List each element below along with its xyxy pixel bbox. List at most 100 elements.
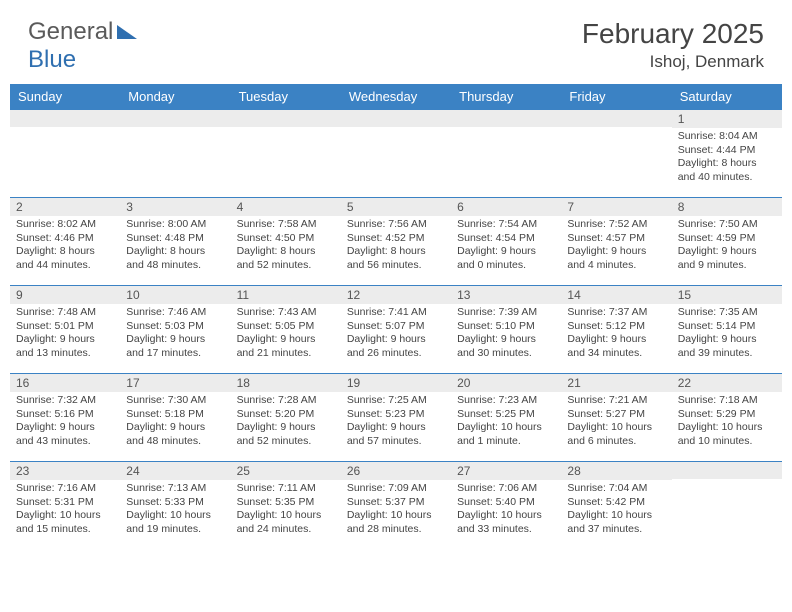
calendar-cell: 25Sunrise: 7:11 AMSunset: 5:35 PMDayligh… — [231, 462, 341, 550]
calendar-week-row: 9Sunrise: 7:48 AMSunset: 5:01 PMDaylight… — [10, 286, 782, 374]
brand-part2: Blue — [28, 46, 76, 74]
day-number: 19 — [341, 374, 451, 392]
calendar-cell: 10Sunrise: 7:46 AMSunset: 5:03 PMDayligh… — [120, 286, 230, 374]
day-details: Sunrise: 7:41 AMSunset: 5:07 PMDaylight:… — [341, 304, 451, 365]
calendar-cell: 15Sunrise: 7:35 AMSunset: 5:14 PMDayligh… — [672, 286, 782, 374]
calendar-cell: 22Sunrise: 7:18 AMSunset: 5:29 PMDayligh… — [672, 374, 782, 462]
day-number — [10, 110, 120, 127]
day-number: 8 — [672, 198, 782, 216]
calendar-week-row: 1Sunrise: 8:04 AMSunset: 4:44 PMDaylight… — [10, 110, 782, 198]
day-details: Sunrise: 7:18 AMSunset: 5:29 PMDaylight:… — [672, 392, 782, 453]
weekday-row: SundayMondayTuesdayWednesdayThursdayFrid… — [10, 84, 782, 110]
calendar-cell: 2Sunrise: 8:02 AMSunset: 4:46 PMDaylight… — [10, 198, 120, 286]
calendar-cell: 27Sunrise: 7:06 AMSunset: 5:40 PMDayligh… — [451, 462, 561, 550]
brand-part1: General — [28, 18, 113, 46]
day-details: Sunrise: 7:25 AMSunset: 5:23 PMDaylight:… — [341, 392, 451, 453]
calendar-cell: 17Sunrise: 7:30 AMSunset: 5:18 PMDayligh… — [120, 374, 230, 462]
day-details: Sunrise: 7:06 AMSunset: 5:40 PMDaylight:… — [451, 480, 561, 541]
calendar-cell: 12Sunrise: 7:41 AMSunset: 5:07 PMDayligh… — [341, 286, 451, 374]
calendar-cell: 3Sunrise: 8:00 AMSunset: 4:48 PMDaylight… — [120, 198, 230, 286]
day-number: 28 — [561, 462, 671, 480]
calendar-cell: 16Sunrise: 7:32 AMSunset: 5:16 PMDayligh… — [10, 374, 120, 462]
calendar-cell — [120, 110, 230, 198]
weekday-header: Saturday — [672, 84, 782, 110]
day-number: 10 — [120, 286, 230, 304]
day-number — [341, 110, 451, 127]
calendar-week-row: 2Sunrise: 8:02 AMSunset: 4:46 PMDaylight… — [10, 198, 782, 286]
day-details: Sunrise: 7:09 AMSunset: 5:37 PMDaylight:… — [341, 480, 451, 541]
day-number — [672, 462, 782, 479]
day-details: Sunrise: 7:28 AMSunset: 5:20 PMDaylight:… — [231, 392, 341, 453]
day-details: Sunrise: 7:54 AMSunset: 4:54 PMDaylight:… — [451, 216, 561, 277]
calendar-cell: 20Sunrise: 7:23 AMSunset: 5:25 PMDayligh… — [451, 374, 561, 462]
day-details: Sunrise: 7:50 AMSunset: 4:59 PMDaylight:… — [672, 216, 782, 277]
day-number: 3 — [120, 198, 230, 216]
day-number: 6 — [451, 198, 561, 216]
day-details: Sunrise: 8:04 AMSunset: 4:44 PMDaylight:… — [672, 128, 782, 189]
day-number: 2 — [10, 198, 120, 216]
calendar-cell: 6Sunrise: 7:54 AMSunset: 4:54 PMDaylight… — [451, 198, 561, 286]
weekday-header: Sunday — [10, 84, 120, 110]
calendar-cell: 8Sunrise: 7:50 AMSunset: 4:59 PMDaylight… — [672, 198, 782, 286]
calendar-cell: 5Sunrise: 7:56 AMSunset: 4:52 PMDaylight… — [341, 198, 451, 286]
calendar-cell: 28Sunrise: 7:04 AMSunset: 5:42 PMDayligh… — [561, 462, 671, 550]
calendar-cell: 11Sunrise: 7:43 AMSunset: 5:05 PMDayligh… — [231, 286, 341, 374]
day-number — [561, 110, 671, 127]
day-number: 27 — [451, 462, 561, 480]
day-details: Sunrise: 7:46 AMSunset: 5:03 PMDaylight:… — [120, 304, 230, 365]
weekday-header: Friday — [561, 84, 671, 110]
day-details: Sunrise: 7:37 AMSunset: 5:12 PMDaylight:… — [561, 304, 671, 365]
calendar-week-row: 23Sunrise: 7:16 AMSunset: 5:31 PMDayligh… — [10, 462, 782, 550]
calendar-week-row: 16Sunrise: 7:32 AMSunset: 5:16 PMDayligh… — [10, 374, 782, 462]
day-number: 26 — [341, 462, 451, 480]
day-number: 17 — [120, 374, 230, 392]
day-details: Sunrise: 7:21 AMSunset: 5:27 PMDaylight:… — [561, 392, 671, 453]
day-details: Sunrise: 7:32 AMSunset: 5:16 PMDaylight:… — [10, 392, 120, 453]
calendar-cell — [672, 462, 782, 550]
weekday-header: Thursday — [451, 84, 561, 110]
month-title: February 2025 — [582, 18, 764, 50]
day-number — [451, 110, 561, 127]
day-number: 25 — [231, 462, 341, 480]
location: Ishoj, Denmark — [582, 52, 764, 72]
day-number: 20 — [451, 374, 561, 392]
day-details: Sunrise: 7:04 AMSunset: 5:42 PMDaylight:… — [561, 480, 671, 541]
title-block: February 2025 Ishoj, Denmark — [582, 18, 764, 72]
day-number — [120, 110, 230, 127]
day-details: Sunrise: 7:35 AMSunset: 5:14 PMDaylight:… — [672, 304, 782, 365]
day-number: 13 — [451, 286, 561, 304]
day-number: 16 — [10, 374, 120, 392]
day-details: Sunrise: 7:13 AMSunset: 5:33 PMDaylight:… — [120, 480, 230, 541]
calendar-cell: 14Sunrise: 7:37 AMSunset: 5:12 PMDayligh… — [561, 286, 671, 374]
day-details: Sunrise: 7:56 AMSunset: 4:52 PMDaylight:… — [341, 216, 451, 277]
day-number: 24 — [120, 462, 230, 480]
day-details: Sunrise: 7:11 AMSunset: 5:35 PMDaylight:… — [231, 480, 341, 541]
day-details: Sunrise: 7:39 AMSunset: 5:10 PMDaylight:… — [451, 304, 561, 365]
day-details: Sunrise: 7:58 AMSunset: 4:50 PMDaylight:… — [231, 216, 341, 277]
day-details: Sunrise: 7:52 AMSunset: 4:57 PMDaylight:… — [561, 216, 671, 277]
calendar-cell: 4Sunrise: 7:58 AMSunset: 4:50 PMDaylight… — [231, 198, 341, 286]
calendar-cell: 13Sunrise: 7:39 AMSunset: 5:10 PMDayligh… — [451, 286, 561, 374]
day-number: 15 — [672, 286, 782, 304]
day-number: 21 — [561, 374, 671, 392]
calendar-cell — [341, 110, 451, 198]
brand-logo: General — [28, 18, 139, 46]
day-number: 11 — [231, 286, 341, 304]
day-number — [231, 110, 341, 127]
calendar-cell: 23Sunrise: 7:16 AMSunset: 5:31 PMDayligh… — [10, 462, 120, 550]
day-number: 14 — [561, 286, 671, 304]
calendar-cell: 21Sunrise: 7:21 AMSunset: 5:27 PMDayligh… — [561, 374, 671, 462]
calendar-cell — [231, 110, 341, 198]
day-details: Sunrise: 7:16 AMSunset: 5:31 PMDaylight:… — [10, 480, 120, 541]
header: General February 2025 Ishoj, Denmark — [0, 0, 792, 80]
calendar-cell: 1Sunrise: 8:04 AMSunset: 4:44 PMDaylight… — [672, 110, 782, 198]
calendar-cell: 7Sunrise: 7:52 AMSunset: 4:57 PMDaylight… — [561, 198, 671, 286]
calendar-cell — [561, 110, 671, 198]
logo-triangle-icon — [117, 25, 137, 39]
day-number: 7 — [561, 198, 671, 216]
calendar-head: SundayMondayTuesdayWednesdayThursdayFrid… — [10, 84, 782, 110]
weekday-header: Tuesday — [231, 84, 341, 110]
calendar-cell: 26Sunrise: 7:09 AMSunset: 5:37 PMDayligh… — [341, 462, 451, 550]
calendar-cell: 24Sunrise: 7:13 AMSunset: 5:33 PMDayligh… — [120, 462, 230, 550]
calendar-body: 1Sunrise: 8:04 AMSunset: 4:44 PMDaylight… — [10, 110, 782, 550]
